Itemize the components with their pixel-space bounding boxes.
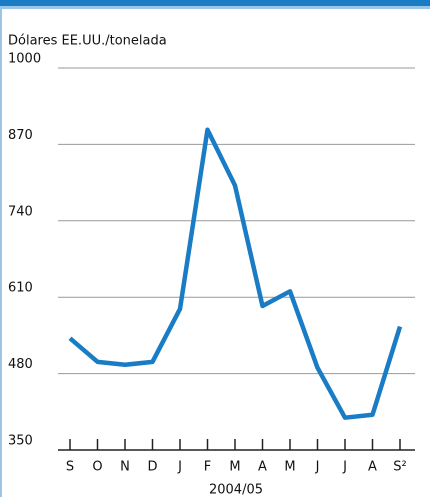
y-axis-label: Dólares EE.UU./tonelada <box>8 34 167 49</box>
x-tick-label: S² <box>393 460 406 475</box>
x-tick-label: J <box>177 460 182 475</box>
top-bar-light <box>0 6 430 9</box>
x-tick-label: N <box>120 460 130 475</box>
line-series <box>68 127 403 420</box>
x-axis-label: 2004/05 <box>209 483 263 498</box>
y-tick-label: 1000 <box>8 52 41 67</box>
x-tick-label: J <box>315 460 320 475</box>
x-tick-label: A <box>258 460 267 475</box>
x-tick-label: O <box>92 460 102 475</box>
y-tick-label: 350 <box>8 434 33 449</box>
x-tick-label: F <box>204 460 211 475</box>
y-tick-label: 610 <box>8 281 33 296</box>
x-tick-label: S <box>66 460 74 475</box>
x-tick-label: M <box>284 460 295 475</box>
top-bar <box>0 0 430 6</box>
x-tick-label: M <box>229 460 240 475</box>
y-tick-label: 870 <box>8 128 33 143</box>
x-tick-label: A <box>368 460 377 475</box>
x-tick-label: D <box>147 460 157 475</box>
y-tick-label: 740 <box>8 204 33 219</box>
y-tick-label: 480 <box>8 357 33 372</box>
left-border <box>0 9 2 497</box>
x-tick-label: J <box>342 460 347 475</box>
